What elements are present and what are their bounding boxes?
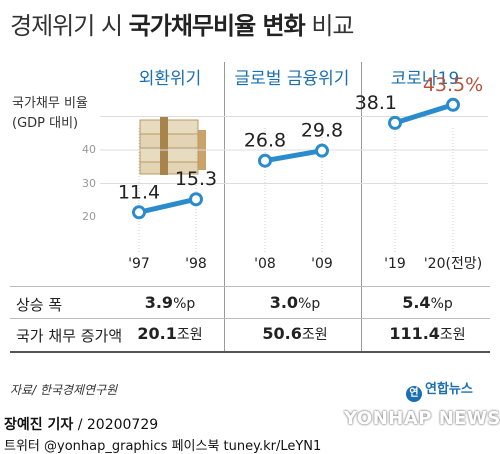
series-line [262, 148, 325, 164]
increase-number: 20.1 [137, 324, 177, 343]
x-tick-label: '97 [128, 256, 150, 272]
data-label: 29.8 [301, 120, 343, 142]
x-tick-label: '08 [254, 256, 276, 272]
series-line [392, 102, 456, 126]
data-label: 26.8 [244, 130, 286, 152]
increase-value: 20.1조원 [120, 324, 220, 344]
panel-separator [224, 62, 225, 352]
page-title: 경제위기 시 국가채무비율 변화 비교 [10, 6, 354, 41]
increase-value: 111.4조원 [370, 324, 485, 344]
panel-title-global-crisis: 글로벌 금융위기 [234, 69, 350, 89]
panel-title-asian-crisis: 외환위기 [138, 69, 202, 89]
y-axis-label-line1: 국가채무 비율 [12, 96, 88, 111]
rise-value: 5.4%p [370, 293, 485, 312]
data-point [388, 115, 402, 130]
money-band [160, 117, 168, 175]
table-bottom-rule [10, 351, 490, 353]
data-point [446, 97, 460, 112]
reporter-name: 장예진 기자 [4, 417, 74, 433]
yonhap-logo-icon: 연 [406, 386, 422, 402]
yonhap-logo-text: 연합뉴스 [425, 382, 473, 397]
rise-unit: %p [298, 296, 321, 312]
yonhap-watermark: YONHAP NEWS [344, 408, 500, 429]
y-axis-label-line2: (GDP 대비) [12, 116, 79, 131]
increase-value: 50.6조원 [240, 324, 350, 344]
increase-unit: 조원 [439, 327, 466, 343]
reporter-credit: 장예진 기자 / 20200729 [4, 414, 158, 434]
x-tick-label: '20(전망) [424, 256, 482, 272]
money-bundle-icon [139, 119, 199, 135]
money-bundle-icon [139, 161, 199, 175]
table-divider [10, 286, 490, 287]
increase-number: 111.4 [389, 324, 440, 343]
row-label-increase: 국가 채무 증가액 [16, 327, 123, 345]
x-tick-label: '19 [384, 256, 406, 272]
data-point [132, 205, 146, 220]
yonhap-logo: 연 연합뉴스 [406, 378, 473, 402]
money-bundle-icon [139, 133, 199, 149]
social-links: 트위터 @yonhap_graphics 페이스북 tuney.kr/LeYN1 [4, 439, 322, 454]
table-divider [10, 318, 490, 319]
rise-unit: %p [430, 296, 453, 312]
data-point [189, 192, 203, 207]
rise-unit: %p [173, 296, 196, 312]
data-label: 15.3 [175, 168, 217, 190]
x-tick-label: '98 [185, 256, 207, 272]
row-label-rise: 상승 폭 [16, 296, 63, 314]
y-tick-30: 30 [82, 177, 96, 190]
x-tick-label: '09 [311, 256, 333, 272]
panel-separator [361, 62, 362, 352]
rise-number: 3.0 [269, 293, 299, 312]
data-label: 43.5% [423, 74, 483, 96]
credit-date: / 20200729 [73, 417, 159, 433]
rise-number: 5.4 [402, 293, 431, 312]
data-point [258, 153, 272, 168]
data-label: 11.4 [118, 181, 160, 203]
rise-value: 3.9%p [120, 293, 220, 312]
source-note: 자료/ 한국경제연구원 [10, 383, 118, 397]
data-label: 38.1 [355, 92, 397, 114]
data-point [315, 143, 329, 158]
increase-number: 50.6 [262, 324, 302, 343]
panel-title-covid: 코로나19 [390, 69, 460, 89]
y-tick-20: 20 [82, 210, 96, 223]
rise-value: 3.0%p [240, 293, 350, 312]
title-prefix: 경제위기 시 [10, 12, 123, 40]
increase-unit: 조원 [176, 327, 203, 343]
title-suffix: 비교 [311, 12, 354, 40]
series-line [136, 196, 199, 215]
title-bold: 국가채무비율 변화 [128, 12, 306, 40]
rise-number: 3.9 [144, 293, 174, 312]
increase-unit: 조원 [301, 327, 328, 343]
y-tick-40: 40 [82, 143, 96, 156]
